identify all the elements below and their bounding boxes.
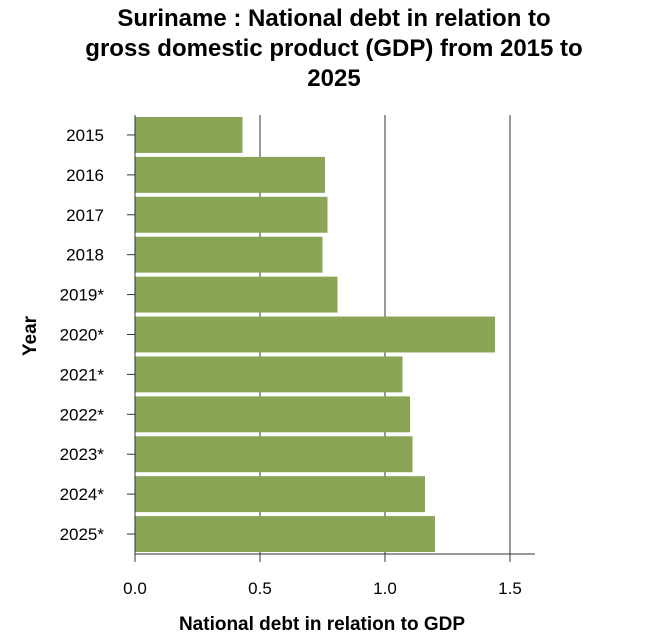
bar — [135, 516, 435, 553]
chart-title: Suriname : National debt in relation to … — [0, 4, 668, 94]
bar — [135, 236, 323, 273]
y-tick-label: 2024* — [60, 485, 105, 504]
x-tick-label: 0.0 — [123, 579, 147, 598]
bar — [135, 116, 243, 153]
x-tick-label: 1.0 — [373, 579, 397, 598]
bar — [135, 436, 413, 473]
y-tick-label: 2021* — [60, 365, 105, 384]
y-tick-label: 2019* — [60, 286, 105, 305]
bar — [135, 156, 325, 193]
bar — [135, 356, 403, 393]
x-axis-title: National debt in relation to GDP — [179, 614, 465, 635]
bar — [135, 196, 328, 233]
x-tick-label: 1.5 — [498, 579, 522, 598]
y-tick-label: 2015 — [66, 126, 104, 145]
y-tick-label: 2018 — [66, 246, 104, 265]
y-tick-label: 2020* — [60, 326, 105, 345]
y-tick-label: 2025* — [60, 525, 105, 544]
y-tick-label: 2016 — [66, 166, 104, 185]
chart-title-line-3: 2025 — [307, 65, 361, 92]
y-tick-label: 2023* — [60, 445, 105, 464]
bar — [135, 476, 425, 513]
bar — [135, 276, 338, 313]
x-tick-label: 0.5 — [248, 579, 272, 598]
bar — [135, 396, 410, 433]
chart-title-line-1: Suriname : National debt in relation to — [117, 5, 551, 32]
bars — [135, 116, 495, 553]
chart-title-line-2: gross domestic product (GDP) from 2015 t… — [85, 35, 583, 62]
y-tick-label: 2017 — [66, 206, 104, 225]
y-axis-title: Year — [20, 315, 41, 356]
bar — [135, 316, 495, 353]
y-tick-label: 2022* — [60, 405, 105, 424]
axes: 2015 2016 2017 2018 2019* 2020* 2021* 2022* 2023… — [60, 115, 535, 598]
